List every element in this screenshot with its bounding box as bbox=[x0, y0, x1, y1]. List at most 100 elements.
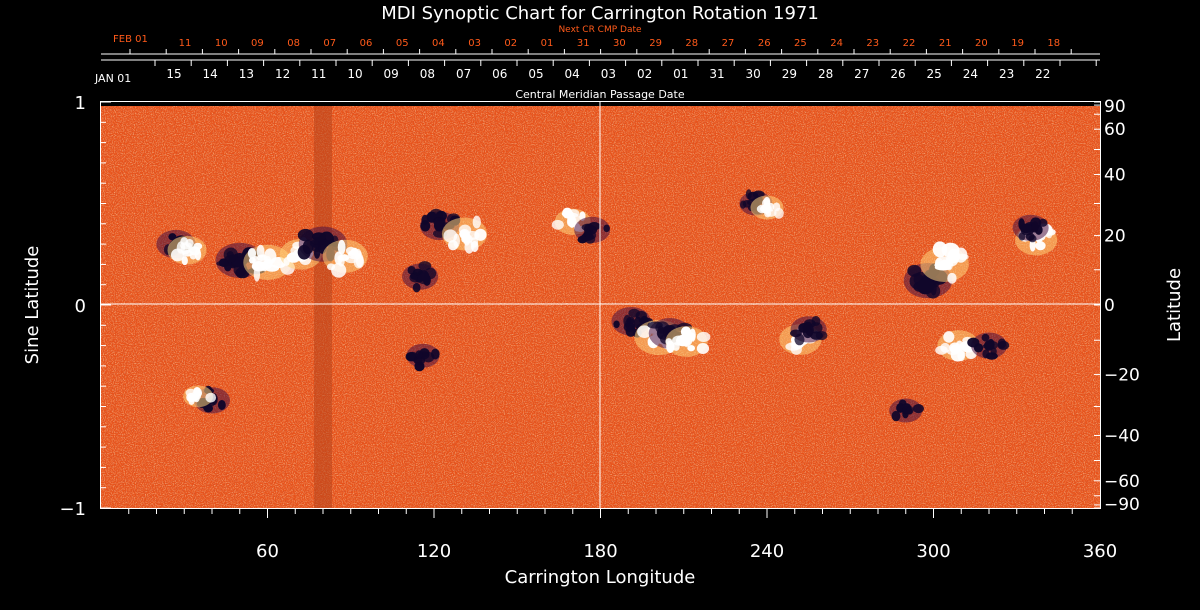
cmp-date-label: 14 bbox=[203, 67, 218, 81]
y-tick-label-right: −60 bbox=[1104, 472, 1140, 492]
cmp-month-label: JAN 01 bbox=[94, 72, 131, 85]
active-region-speck bbox=[940, 342, 951, 353]
active-region-speck bbox=[417, 272, 430, 285]
y-tick-label-right: 0 bbox=[1104, 296, 1115, 316]
next-cr-date-label: 18 bbox=[1047, 38, 1060, 49]
x-tick-label: 300 bbox=[916, 541, 950, 562]
cmp-date-label: 23 bbox=[999, 67, 1014, 81]
active-region-speck bbox=[655, 321, 670, 334]
active-region-speck bbox=[472, 215, 481, 229]
active-region-speck bbox=[981, 333, 990, 342]
next-cr-date-label: 27 bbox=[722, 38, 735, 49]
active-region-speck bbox=[257, 254, 266, 261]
cmp-date-label: 26 bbox=[890, 67, 905, 81]
active-region-speck bbox=[982, 349, 990, 359]
cmp-date-label: 11 bbox=[311, 67, 326, 81]
active-region-speck bbox=[764, 209, 772, 218]
cmp-date-label: 12 bbox=[275, 67, 290, 81]
next-cr-date-label: 05 bbox=[396, 38, 409, 49]
x-axis-label: Carrington Longitude bbox=[505, 567, 696, 588]
active-region-speck bbox=[247, 247, 257, 259]
next-cr-date-label: 06 bbox=[360, 38, 373, 49]
active-region-speck bbox=[420, 220, 431, 232]
next-cr-month-label: FEB 01 bbox=[113, 34, 148, 45]
cmp-axis: JAN 01 15 14 13 12 11 10 09 08 07 06 05 04 03 02 01 31 3… bbox=[94, 59, 1100, 101]
next-cr-date-label: 30 bbox=[613, 38, 626, 49]
cmp-date-label: 02 bbox=[637, 67, 652, 81]
active-region-speck bbox=[665, 338, 673, 346]
active-region-speck bbox=[625, 325, 636, 337]
active-region-speck bbox=[912, 403, 924, 414]
active-region-speck bbox=[459, 229, 469, 238]
x-tick-label: 180 bbox=[583, 541, 617, 562]
active-region-speck bbox=[326, 263, 336, 271]
next-cr-date-label: 02 bbox=[504, 38, 517, 49]
x-tick-label: 120 bbox=[417, 541, 451, 562]
active-region-speck bbox=[613, 320, 620, 329]
cmp-date-label: 08 bbox=[420, 67, 435, 81]
active-region-speck bbox=[355, 253, 364, 268]
active-region-speck bbox=[311, 232, 326, 241]
active-region-speck bbox=[763, 196, 771, 207]
cmp-date-label: 24 bbox=[963, 67, 978, 81]
cmp-date-label: 27 bbox=[854, 67, 869, 81]
active-region-speck bbox=[628, 308, 640, 318]
active-region-speck bbox=[180, 242, 192, 250]
active-region-speck bbox=[337, 239, 346, 255]
next-cr-date-label: 28 bbox=[685, 38, 698, 49]
active-region-positive bbox=[665, 326, 711, 357]
active-region-negative bbox=[405, 343, 440, 372]
active-region-speck bbox=[252, 255, 260, 267]
active-region-speck bbox=[774, 207, 784, 219]
cmp-date-label: 28 bbox=[818, 67, 833, 81]
next-cr-date-label: 24 bbox=[830, 38, 843, 49]
active-region-speck bbox=[588, 221, 601, 231]
cmp-date-label: 06 bbox=[492, 67, 507, 81]
active-region-speck bbox=[967, 337, 980, 348]
active-region-negative bbox=[790, 315, 828, 346]
active-region-speck bbox=[916, 278, 935, 295]
next-cr-date-label: 29 bbox=[649, 38, 662, 49]
active-region-positive bbox=[750, 195, 784, 220]
y-tick-label-right: −20 bbox=[1104, 365, 1140, 385]
active-region-speck bbox=[205, 392, 217, 403]
next-cr-date-label: 11 bbox=[179, 38, 192, 49]
active-region-speck bbox=[1025, 232, 1035, 241]
active-region-speck bbox=[464, 240, 474, 254]
active-region-speck bbox=[1020, 223, 1032, 234]
cmp-date-label: 22 bbox=[1035, 67, 1050, 81]
active-region-speck bbox=[433, 220, 445, 232]
next-cr-date-label: 21 bbox=[939, 38, 952, 49]
active-region-speck bbox=[551, 219, 564, 230]
active-region-speck bbox=[1035, 241, 1046, 251]
y-tick-label-right: 60 bbox=[1104, 120, 1126, 140]
active-region-speck bbox=[603, 224, 610, 233]
cmp-date-label: 15 bbox=[166, 67, 181, 81]
y-tick-label-right: −40 bbox=[1104, 426, 1140, 446]
active-region-speck bbox=[302, 239, 314, 255]
active-region-speck bbox=[626, 316, 635, 324]
next-cr-date-label: 31 bbox=[577, 38, 590, 49]
active-region-negative bbox=[889, 398, 924, 423]
y-tick-label-left: 0 bbox=[75, 296, 86, 317]
active-region-speck bbox=[412, 282, 421, 293]
active-region-negative bbox=[402, 261, 439, 293]
active-region-speck bbox=[696, 343, 710, 354]
next-cr-date-label: 04 bbox=[432, 38, 445, 49]
active-region-speck bbox=[415, 350, 423, 359]
active-region-speck bbox=[696, 331, 711, 343]
active-region-speck bbox=[937, 261, 953, 268]
active-region-speck bbox=[1031, 221, 1039, 233]
active-region-positive bbox=[167, 235, 207, 266]
active-region-positive bbox=[441, 215, 488, 254]
active-region-speck bbox=[815, 330, 828, 341]
active-region-speck bbox=[947, 272, 957, 284]
active-region-speck bbox=[950, 348, 965, 362]
active-region-speck bbox=[683, 331, 696, 341]
cmp-date-label: 07 bbox=[456, 67, 471, 81]
chart-title: MDI Synoptic Chart for Carrington Rotati… bbox=[381, 3, 819, 24]
next-cr-date-label: 03 bbox=[468, 38, 481, 49]
active-region-positive bbox=[322, 239, 368, 278]
active-region-speck bbox=[567, 213, 580, 225]
x-tick-label: 360 bbox=[1083, 541, 1117, 562]
